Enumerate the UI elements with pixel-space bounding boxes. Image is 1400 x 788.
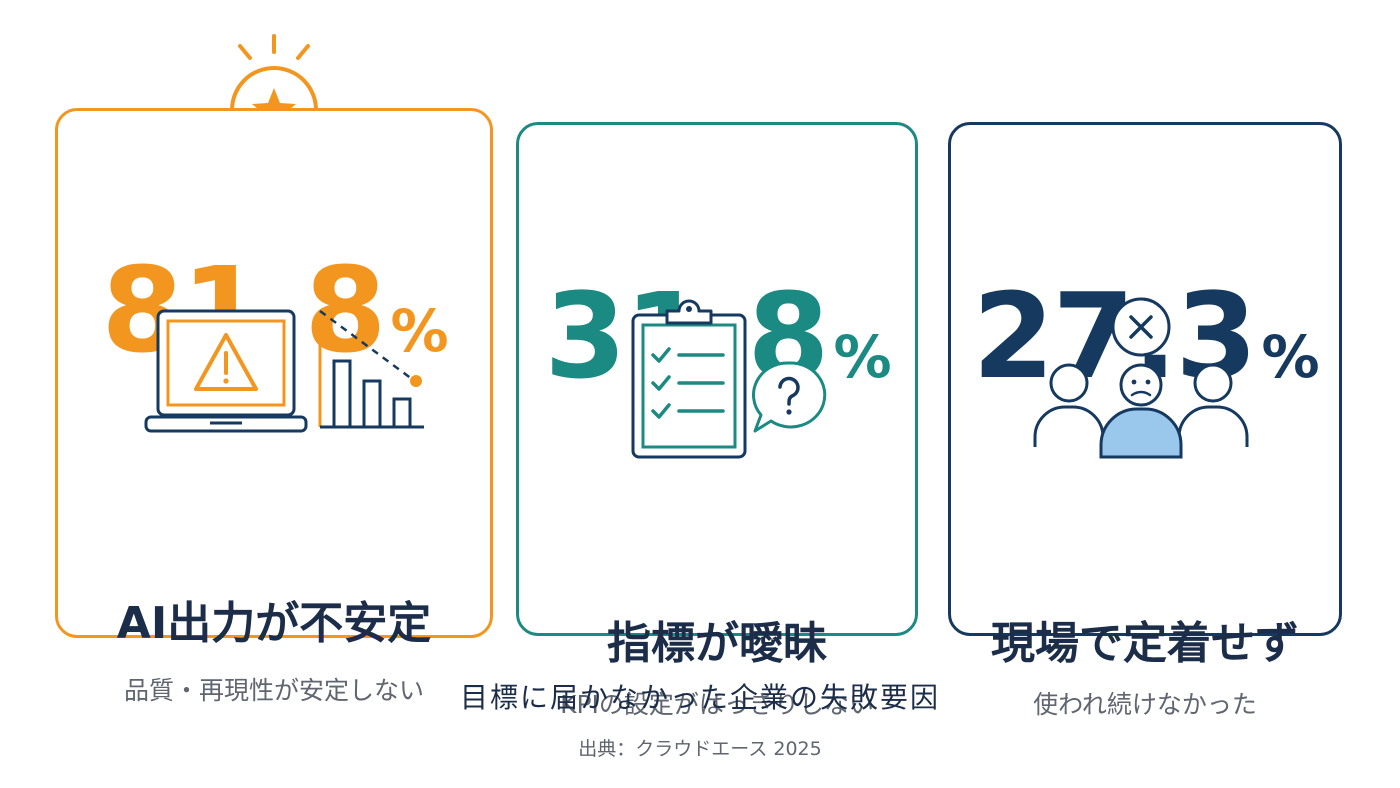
question-bubble-icon: [752, 361, 827, 433]
clipboard-checklist-icon: [631, 299, 747, 459]
declining-bar-chart-icon: [318, 309, 424, 429]
stat-card-vague-kpi: 31.8% 指標が曖昧 KPIの設定がはっきりしない: [516, 122, 918, 719]
people-group-icon: [1033, 363, 1249, 459]
stat-card-unstable-output: 81.8% AI出力が不安定 品質・再現性が安定しない: [55, 108, 493, 705]
stat-unit: %: [833, 323, 892, 391]
chart-caption: 目標に届かなかった企業の失敗要因: [459, 681, 940, 714]
card-subtitle: 品質・再現性が安定しない: [123, 676, 424, 705]
card-title: 指標が曖昧: [607, 618, 827, 669]
card-title: AI出力が不安定: [116, 598, 432, 649]
stat-unit: %: [390, 297, 449, 365]
card-title: 現場で定着せず: [991, 618, 1299, 669]
source-note: 出典：クラウドエース 2025: [578, 738, 822, 760]
laptop-warning-icon: [144, 309, 308, 433]
stat-card-not-adopted: 27.3% 現場で定着せず 使われ続けなかった: [948, 122, 1342, 719]
x-circle-icon: [1111, 297, 1171, 357]
card-subtitle: KPIの設定がはっきりしない: [560, 690, 874, 719]
stat-unit: %: [1261, 323, 1320, 391]
card-subtitle: 使われ続けなかった: [1033, 690, 1257, 719]
